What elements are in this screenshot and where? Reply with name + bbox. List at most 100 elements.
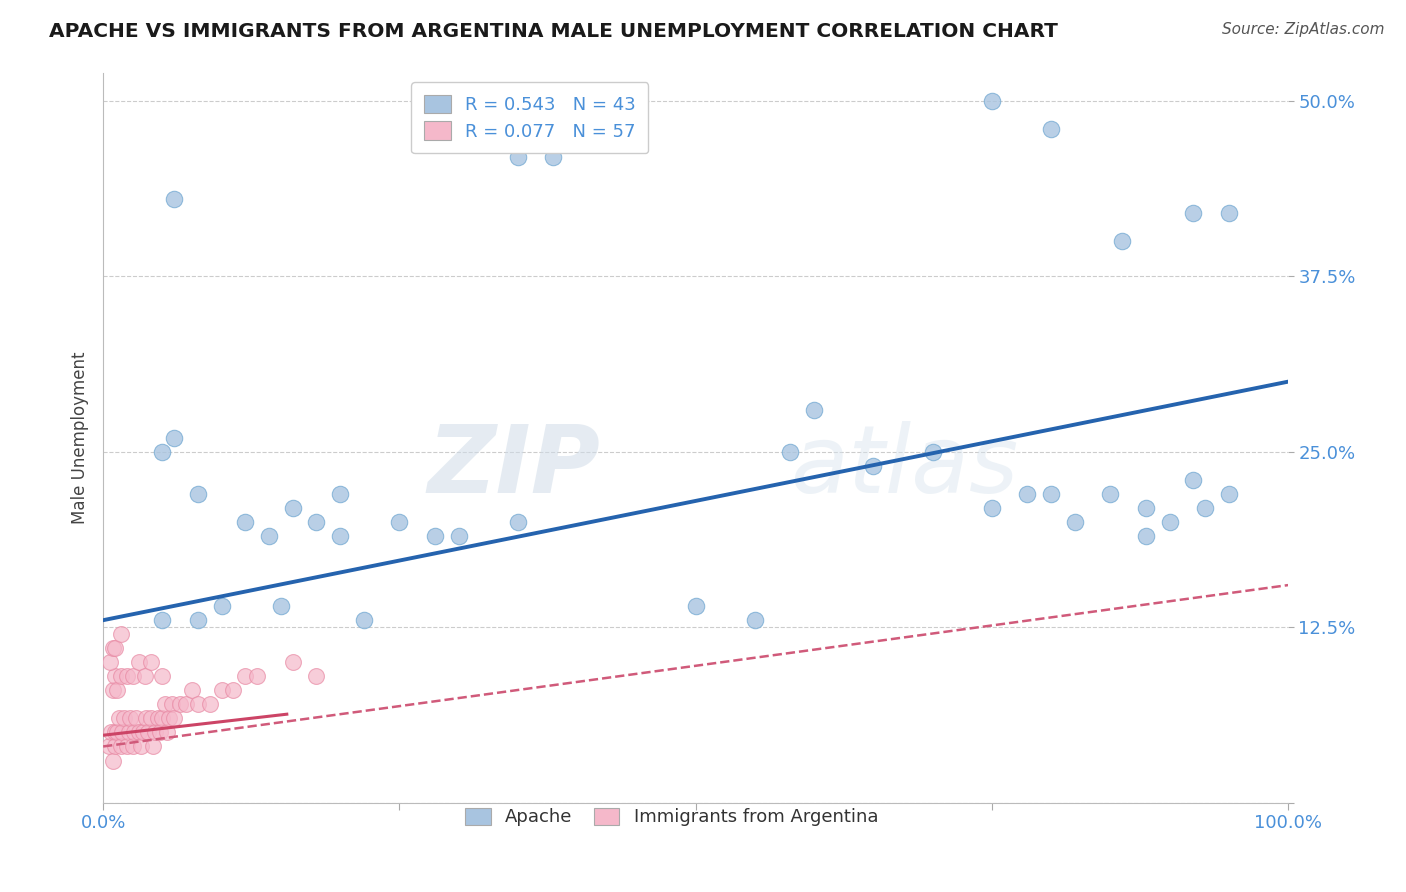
Y-axis label: Male Unemployment: Male Unemployment: [72, 351, 89, 524]
Point: [101, 641, 124, 656]
Point: [149, 725, 172, 739]
Point: [222, 683, 245, 698]
Point: [107, 711, 129, 725]
Point: [744, 613, 766, 627]
Point: [120, 711, 142, 725]
Point: [779, 445, 801, 459]
Point: [198, 698, 221, 712]
Legend: Apache, Immigrants from Argentina: Apache, Immigrants from Argentina: [458, 800, 886, 834]
Point: [136, 725, 159, 739]
Point: [163, 711, 186, 725]
Point: [111, 725, 134, 739]
Point: [187, 698, 209, 712]
Point: [233, 669, 256, 683]
Point: [163, 431, 186, 445]
Point: [506, 515, 529, 529]
Point: [114, 711, 136, 725]
Point: [128, 655, 150, 669]
Point: [1182, 473, 1205, 487]
Point: [153, 698, 176, 712]
Text: ZIP: ZIP: [427, 421, 600, 513]
Point: [110, 669, 132, 683]
Point: [270, 599, 292, 614]
Point: [115, 739, 138, 754]
Point: [121, 669, 143, 683]
Point: [174, 698, 197, 712]
Point: [110, 739, 132, 754]
Point: [187, 487, 209, 501]
Point: [139, 711, 162, 725]
Point: [506, 150, 529, 164]
Point: [685, 599, 707, 614]
Point: [139, 655, 162, 669]
Point: [329, 529, 352, 543]
Point: [143, 725, 166, 739]
Point: [1135, 529, 1157, 543]
Point: [101, 683, 124, 698]
Point: [1194, 500, 1216, 515]
Point: [181, 683, 204, 698]
Point: [1099, 487, 1122, 501]
Point: [211, 683, 233, 698]
Point: [159, 711, 181, 725]
Point: [211, 599, 233, 614]
Point: [1040, 122, 1063, 136]
Point: [104, 669, 127, 683]
Point: [447, 529, 470, 543]
Point: [1063, 515, 1085, 529]
Point: [423, 529, 446, 543]
Point: [1135, 500, 1157, 515]
Point: [305, 515, 328, 529]
Point: [980, 94, 1002, 108]
Point: [105, 683, 128, 698]
Point: [980, 500, 1002, 515]
Point: [122, 725, 145, 739]
Point: [118, 725, 141, 739]
Point: [104, 725, 127, 739]
Point: [128, 725, 150, 739]
Point: [163, 192, 186, 206]
Point: [156, 725, 179, 739]
Point: [921, 445, 943, 459]
Point: [305, 669, 328, 683]
Text: atlas: atlas: [790, 422, 1018, 513]
Point: [1159, 515, 1181, 529]
Point: [150, 711, 173, 725]
Point: [101, 754, 124, 768]
Point: [150, 613, 173, 627]
Point: [110, 627, 132, 641]
Point: [353, 613, 375, 627]
Point: [862, 458, 884, 473]
Point: [115, 669, 138, 683]
Point: [281, 500, 304, 515]
Text: APACHE VS IMMIGRANTS FROM ARGENTINA MALE UNEMPLOYMENT CORRELATION CHART: APACHE VS IMMIGRANTS FROM ARGENTINA MALE…: [49, 22, 1059, 41]
Point: [803, 402, 825, 417]
Point: [125, 711, 148, 725]
Text: Source: ZipAtlas.com: Source: ZipAtlas.com: [1222, 22, 1385, 37]
Point: [1017, 487, 1039, 501]
Point: [132, 725, 155, 739]
Point: [150, 445, 173, 459]
Point: [134, 669, 156, 683]
Point: [150, 669, 173, 683]
Point: [98, 655, 121, 669]
Point: [1040, 487, 1063, 501]
Point: [1111, 235, 1133, 249]
Point: [129, 739, 152, 754]
Point: [233, 515, 256, 529]
Point: [1182, 206, 1205, 220]
Point: [121, 739, 143, 754]
Point: [169, 698, 191, 712]
Point: [388, 515, 411, 529]
Point: [281, 655, 304, 669]
Point: [246, 669, 269, 683]
Point: [100, 725, 122, 739]
Point: [1218, 487, 1240, 501]
Point: [329, 487, 352, 501]
Point: [146, 711, 169, 725]
Point: [160, 698, 183, 712]
Point: [142, 739, 165, 754]
Point: [98, 739, 121, 754]
Point: [105, 725, 128, 739]
Point: [104, 739, 127, 754]
